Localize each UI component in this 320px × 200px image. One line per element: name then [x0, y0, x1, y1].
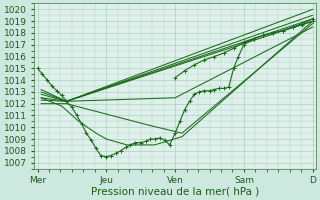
X-axis label: Pression niveau de la mer( hPa ): Pression niveau de la mer( hPa ): [91, 187, 259, 197]
